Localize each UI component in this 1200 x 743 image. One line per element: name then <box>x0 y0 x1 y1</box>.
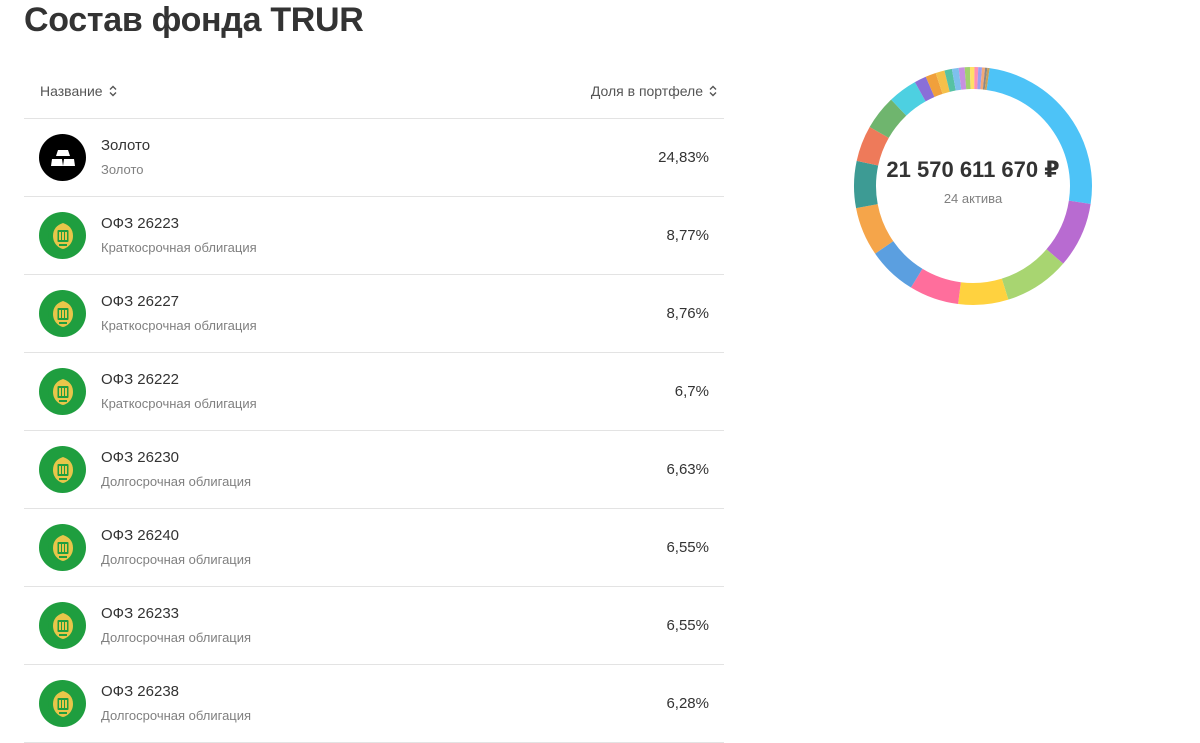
asset-type: Долгосрочная облигация <box>101 551 666 569</box>
donut-center: 21 570 611 670 ₽ 24 актива <box>853 66 1093 306</box>
asset-names: ОФЗ 26222 Краткосрочная облигация <box>101 370 675 413</box>
asset-type: Краткосрочная облигация <box>101 395 675 413</box>
asset-names: ОФЗ 26223 Краткосрочная облигация <box>101 214 666 257</box>
asset-type: Долгосрочная облигация <box>101 707 666 725</box>
minfin-emblem-icon <box>39 602 86 649</box>
asset-name: ОФЗ 26233 <box>101 604 666 624</box>
minfin-emblem-icon <box>39 680 86 727</box>
minfin-emblem-icon <box>39 446 86 493</box>
sort-icon <box>109 85 117 97</box>
asset-name: ОФЗ 26227 <box>101 292 666 312</box>
allocation-donut-chart: 21 570 611 670 ₽ 24 актива <box>853 66 1093 306</box>
minfin-emblem-icon <box>39 524 86 571</box>
fund-total-value: 21 570 611 670 ₽ <box>886 157 1059 183</box>
asset-name: ОФЗ 26238 <box>101 682 666 702</box>
gold-bars-icon <box>39 134 86 181</box>
page-title: Состав фонда TRUR <box>24 0 364 40</box>
asset-share: 6,63% <box>666 461 709 478</box>
asset-names: ОФЗ 26233 Долгосрочная облигация <box>101 604 666 647</box>
asset-name: ОФЗ 26223 <box>101 214 666 234</box>
minfin-emblem-icon <box>39 290 86 337</box>
asset-name: ОФЗ 26240 <box>101 526 666 546</box>
asset-type: Долгосрочная облигация <box>101 629 666 647</box>
asset-share: 6,7% <box>675 383 709 400</box>
sort-icon <box>709 85 717 97</box>
sort-by-name-button[interactable]: Название <box>40 83 117 99</box>
column-header-share: Доля в портфеле <box>591 83 703 99</box>
asset-type: Краткосрочная облигация <box>101 317 666 335</box>
table-header: Название Доля в портфеле <box>24 64 724 119</box>
sort-by-share-button[interactable]: Доля в портфеле <box>591 83 717 99</box>
asset-name: ОФЗ 26222 <box>101 370 675 390</box>
asset-share: 8,76% <box>666 305 709 322</box>
asset-names: ОФЗ 26227 Краткосрочная облигация <box>101 292 666 335</box>
minfin-emblem-icon <box>39 212 86 259</box>
minfin-emblem-icon <box>39 368 86 415</box>
asset-name: ОФЗ 26230 <box>101 448 666 468</box>
asset-type: Золото <box>101 161 658 179</box>
asset-names: ОФЗ 26240 Долгосрочная облигация <box>101 526 666 569</box>
asset-names: ОФЗ 26238 Долгосрочная облигация <box>101 682 666 725</box>
asset-count: 24 актива <box>944 191 1002 206</box>
asset-share: 24,83% <box>658 149 709 166</box>
asset-share: 6,55% <box>666 539 709 556</box>
asset-share: 6,55% <box>666 617 709 634</box>
asset-names: Золото Золото <box>101 136 658 179</box>
asset-type: Долгосрочная облигация <box>101 473 666 491</box>
asset-names: ОФЗ 26230 Долгосрочная облигация <box>101 448 666 491</box>
column-header-name: Название <box>40 83 103 99</box>
asset-type: Краткосрочная облигация <box>101 239 666 257</box>
asset-share: 6,28% <box>666 695 709 712</box>
asset-share: 8,77% <box>666 227 709 244</box>
asset-name: Золото <box>101 136 658 156</box>
